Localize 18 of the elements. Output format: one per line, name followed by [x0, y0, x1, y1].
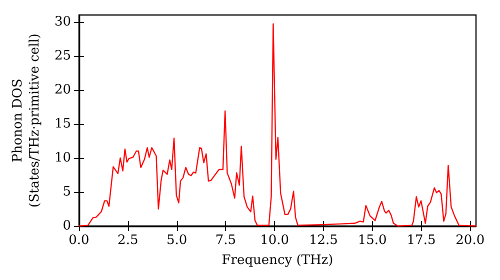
y-axis-title: Phonon DOS (States/THz·primitive cell) [10, 33, 43, 208]
x-tick-label: 17.5 [406, 233, 436, 248]
y-tick-label: 20 [54, 82, 71, 98]
y-tick-label: 15 [54, 116, 71, 132]
y-tick-label: 10 [54, 150, 71, 166]
x-tick-label: 7.5 [215, 233, 236, 248]
y-tick-label: 5 [62, 184, 71, 200]
y-tick-label: 25 [54, 48, 71, 64]
x-tick-label: 0.0 [68, 233, 90, 248]
y-tick-label: 0 [62, 218, 71, 234]
x-tick-label: 10.0 [260, 233, 290, 248]
y-tick-label: 30 [54, 14, 71, 30]
x-tick-label: 20.0 [456, 233, 485, 248]
x-tick-label: 12.5 [308, 233, 338, 248]
x-axis-title: Frequency (THz) [222, 252, 334, 268]
x-tick-label: 5.0 [166, 233, 188, 248]
x-tick-label: 2.5 [118, 233, 138, 248]
x-tick-label: 15.0 [358, 233, 387, 248]
